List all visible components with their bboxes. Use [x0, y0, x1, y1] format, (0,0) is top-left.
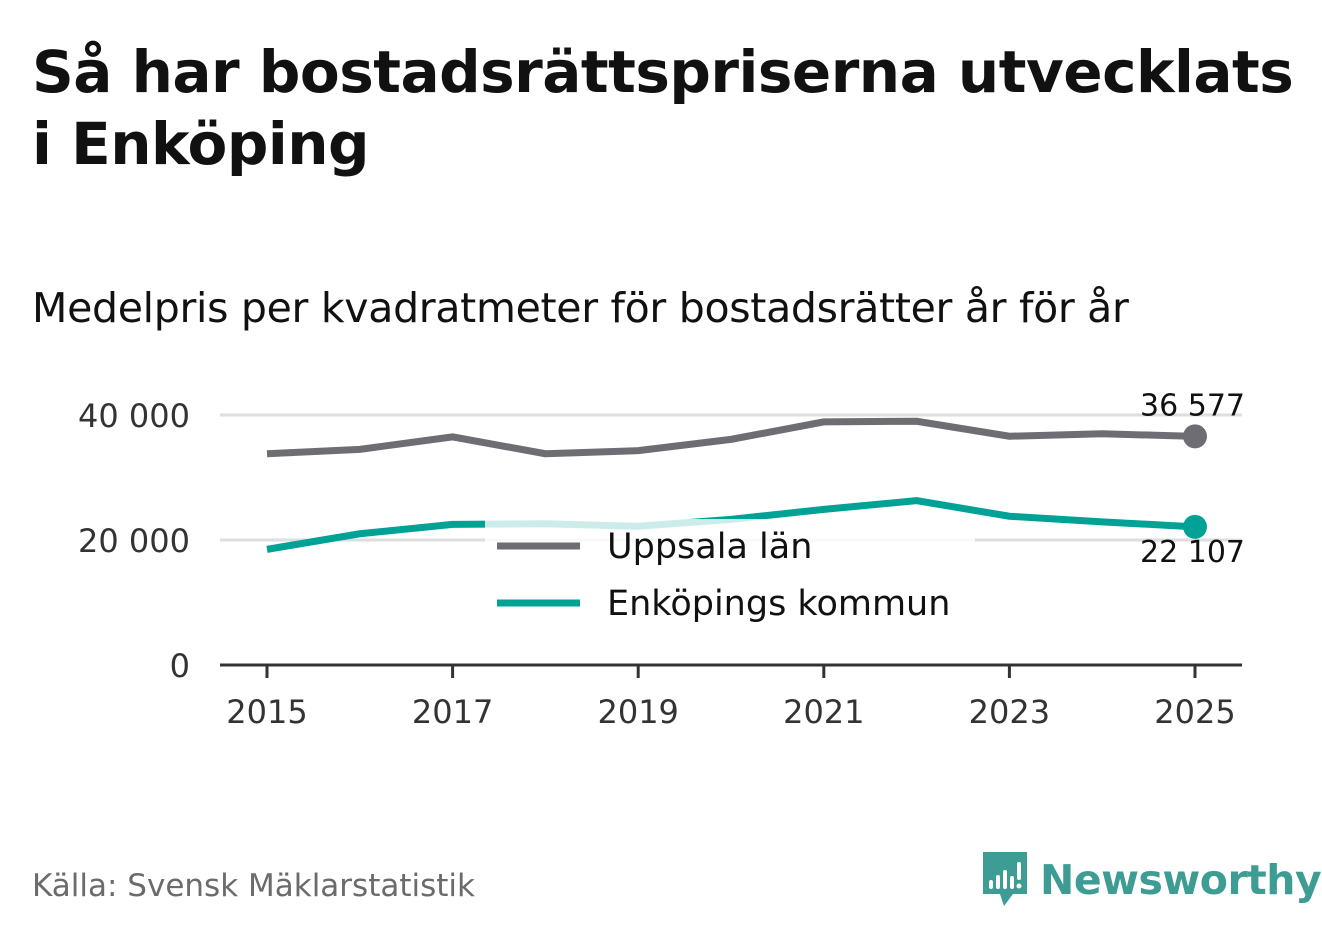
x-tick-label: 2019: [597, 693, 678, 731]
brand-logo: Newsworthy: [980, 850, 1322, 910]
brand-name: Newsworthy: [1040, 856, 1322, 904]
series-line-uppsala: [266, 417, 1196, 458]
x-tick-label: 2021: [783, 693, 864, 731]
end-point: [1183, 514, 1207, 539]
end-point: [1183, 424, 1207, 449]
end-value-label: 22 107: [1140, 535, 1245, 570]
legend-label: Uppsala län: [607, 527, 812, 567]
newsworthy-logo-icon: [983, 852, 1027, 906]
y-tick-label: 40 000: [78, 397, 190, 435]
x-tick-label: 2023: [969, 693, 1050, 731]
x-tick-label: 2015: [226, 693, 307, 731]
legend-box: [485, 519, 975, 637]
x-tick-label: 2017: [412, 693, 493, 731]
end-value-label: 36 577: [1140, 388, 1245, 423]
chart-subtitle: Medelpris per kvadratmeter för bostadsrä…: [32, 284, 1129, 332]
y-tick-label: 0: [170, 647, 190, 685]
legend-label: Enköpings kommun: [607, 584, 950, 624]
chart-title: Så har bostadsrättspriserna utvecklats i…: [32, 38, 1294, 178]
source-note: Källa: Svensk Mäklarstatistik: [32, 868, 475, 904]
x-tick-label: 2025: [1154, 693, 1235, 731]
y-tick-label: 20 000: [78, 522, 190, 560]
